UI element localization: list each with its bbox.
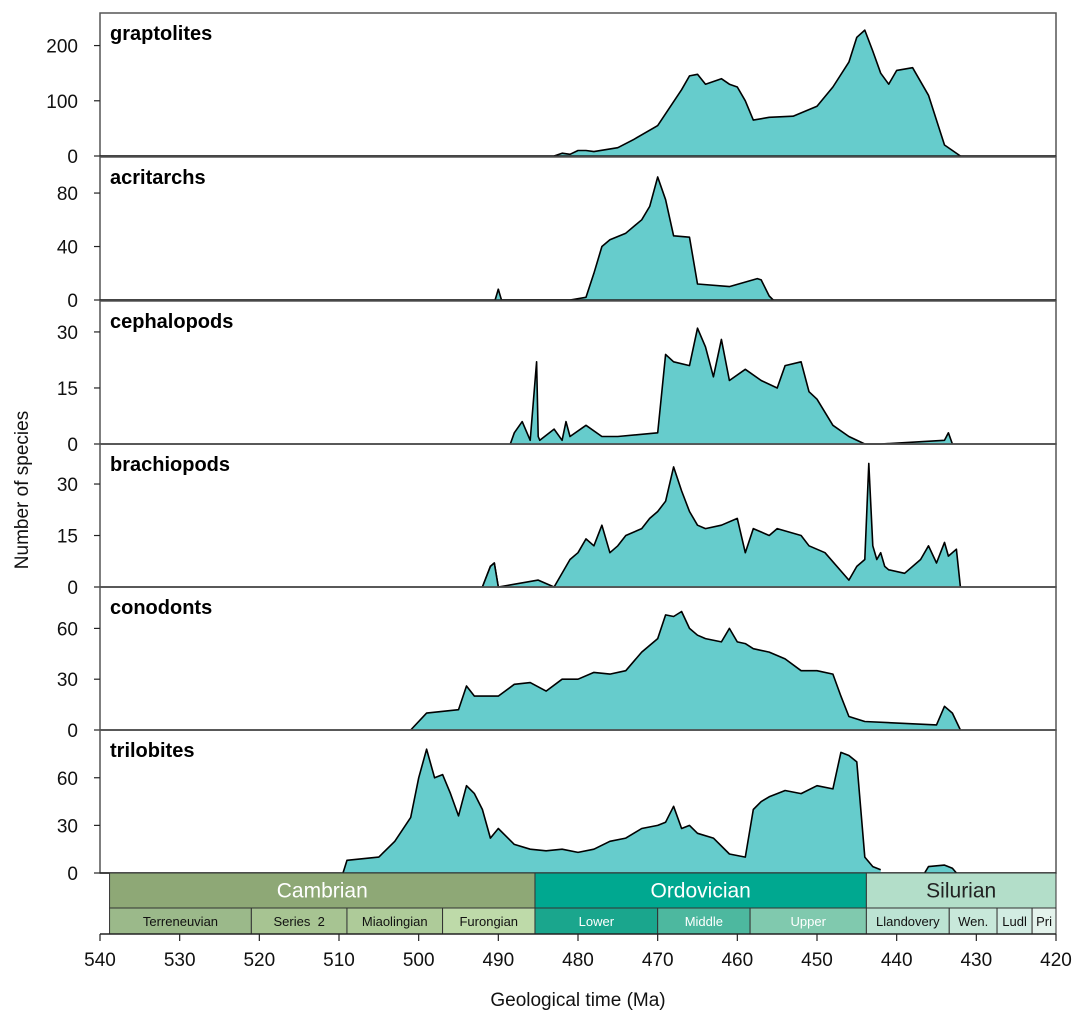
x-tick-label: 520 (243, 950, 275, 971)
period-ordovician (534, 872, 867, 909)
y-tick-label: 0 (67, 864, 78, 885)
series-cell (996, 907, 1033, 935)
x-axis: 540 530 520 510 500 490 480 470 460 450 440 430 420 (84, 933, 1072, 971)
x-tick-label: 430 (960, 950, 992, 971)
y-tick-label: 60 (57, 619, 78, 640)
period-label: Silurian (926, 880, 996, 903)
period-cambrian (109, 872, 536, 909)
series-label: Wen. (958, 914, 988, 929)
x-tick-label: 460 (721, 950, 753, 971)
trilobites-line-secondary (923, 864, 958, 874)
x-tick-label: 530 (164, 950, 196, 971)
graptolites-line (553, 29, 961, 157)
period-silurian (865, 872, 1057, 909)
series-label: Lower (579, 914, 615, 929)
x-tick-label: 440 (881, 950, 913, 971)
x-tick-label: 420 (1040, 950, 1072, 971)
conodonts-line (410, 610, 962, 731)
panel-brachiopods: 0 15 30 brachiopods (57, 443, 1057, 599)
y-tick-label: 100 (46, 92, 78, 113)
x-tick-label: 480 (562, 950, 594, 971)
panel-graptolites: 0 100 200 graptolites (46, 12, 1057, 168)
series-cell (250, 907, 348, 935)
panel-frame (99, 156, 1057, 301)
cephalopods-area (510, 328, 865, 444)
panel-title: conodonts (110, 597, 212, 619)
acritarchs-line-secondary (494, 288, 503, 301)
x-tick-label: 450 (801, 950, 833, 971)
period-label: Cambrian (277, 880, 368, 903)
x-tick-label: 510 (323, 950, 355, 971)
period-bar: Cambrian Ordovician Silurian (109, 872, 1057, 909)
trilobites-area (343, 749, 881, 873)
series-label: Series 2 (274, 914, 325, 929)
panel-title: brachiopods (110, 454, 230, 476)
trilobites-line (342, 748, 882, 874)
y-tick-label: 0 (67, 291, 78, 312)
x-axis-title: Geological time (Ma) (490, 990, 665, 1011)
y-tick-label: 0 (67, 721, 78, 742)
panel-title: cephalopods (110, 311, 233, 333)
x-tick-label: 490 (482, 950, 514, 971)
acritarchs-line (495, 176, 774, 301)
y-tick-label: 30 (57, 475, 78, 496)
y-tick-label: 0 (67, 578, 78, 599)
y-tick-label: 40 (57, 238, 78, 259)
brachiopods-line-secondary (481, 562, 500, 588)
y-tick-label: 200 (46, 37, 78, 58)
panel-cephalopods: 0 15 30 cephalopods (57, 300, 1057, 456)
series-label: Furongian (459, 914, 518, 929)
y-tick-label: 30 (57, 816, 78, 837)
graptolites-area (554, 30, 961, 157)
panel-frame (99, 300, 1057, 445)
brachiopods-area-secondary (482, 563, 499, 587)
series-label: Terreneuvian (143, 914, 218, 929)
series-label: Middle (685, 914, 723, 929)
y-axis-title: Number of species (12, 411, 33, 569)
y-tick-label: 15 (57, 527, 78, 548)
series-label: Pri (1036, 914, 1052, 929)
x-tick-label: 540 (84, 950, 116, 971)
panel-title: trilobites (110, 740, 194, 762)
conodonts-area (410, 611, 961, 730)
x-tick-label: 470 (642, 950, 674, 971)
panel-conodonts: 0 30 60 conodonts (57, 586, 1057, 742)
series-label: Llandovery (876, 914, 940, 929)
series-cell (749, 907, 867, 935)
acritarchs-area (495, 177, 774, 300)
series-cell (865, 907, 950, 935)
y-tick-label: 60 (57, 769, 78, 790)
series-label: Upper (791, 914, 827, 929)
series-label: Ludl (1002, 914, 1027, 929)
y-tick-label: 30 (57, 670, 78, 691)
series-cell (657, 907, 751, 935)
panel-title: graptolites (110, 23, 212, 45)
period-label: Ordovician (650, 880, 750, 903)
x-tick-label: 500 (403, 950, 435, 971)
brachiopods-line (481, 462, 962, 588)
series-label: Miaolingian (362, 914, 428, 929)
panel-acritarchs: 0 40 80 acritarchs (57, 156, 1057, 312)
y-tick-label: 15 (57, 379, 78, 400)
y-tick-label: 0 (67, 435, 78, 456)
y-tick-label: 0 (67, 147, 78, 168)
series-bar: Terreneuvian Series 2 Miaolingian Furongian… (109, 907, 1057, 935)
y-tick-label: 80 (57, 184, 78, 205)
cephalopods-line (509, 327, 866, 445)
y-tick-label: 30 (57, 323, 78, 344)
panel-trilobites: 0 30 60 trilobites (57, 729, 1057, 885)
panel-frame (99, 729, 1057, 874)
panel-title: acritarchs (110, 167, 206, 189)
